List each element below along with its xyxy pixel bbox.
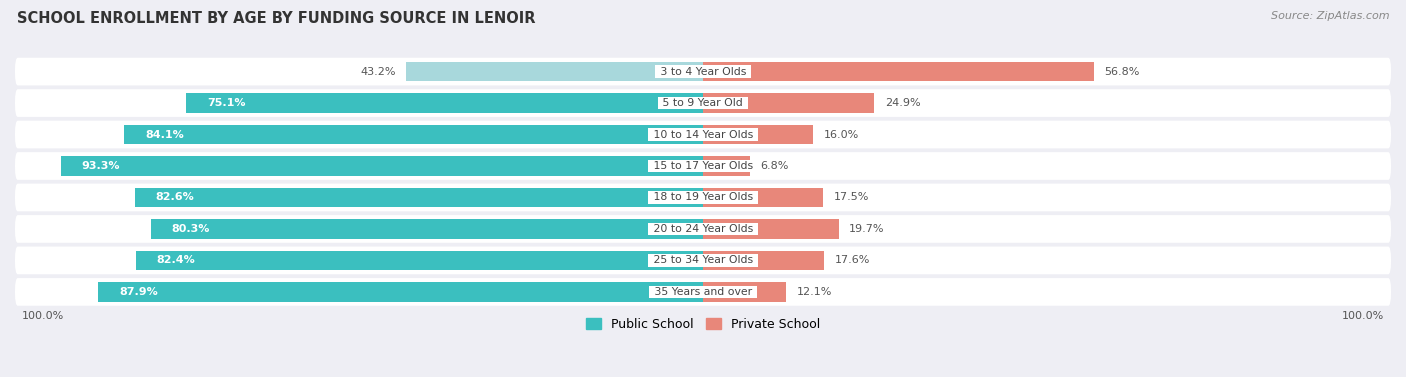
Text: 20 to 24 Year Olds: 20 to 24 Year Olds	[650, 224, 756, 234]
Text: 100.0%: 100.0%	[1341, 311, 1384, 322]
Bar	[703, 219, 838, 239]
Text: 17.5%: 17.5%	[834, 193, 869, 202]
Text: Source: ZipAtlas.com: Source: ZipAtlas.com	[1271, 11, 1389, 21]
Bar	[703, 62, 1094, 81]
Text: 100.0%: 100.0%	[22, 311, 65, 322]
FancyBboxPatch shape	[15, 121, 1391, 149]
Bar	[703, 282, 786, 302]
Bar	[703, 251, 824, 270]
Text: SCHOOL ENROLLMENT BY AGE BY FUNDING SOURCE IN LENOIR: SCHOOL ENROLLMENT BY AGE BY FUNDING SOUR…	[17, 11, 536, 26]
Bar	[135, 188, 703, 207]
Text: 87.9%: 87.9%	[120, 287, 157, 297]
FancyBboxPatch shape	[15, 278, 1391, 306]
Text: 56.8%: 56.8%	[1104, 67, 1139, 77]
Text: 82.4%: 82.4%	[156, 256, 195, 265]
Bar	[703, 93, 875, 113]
Text: 24.9%: 24.9%	[884, 98, 921, 108]
FancyBboxPatch shape	[15, 89, 1391, 117]
Text: 25 to 34 Year Olds: 25 to 34 Year Olds	[650, 256, 756, 265]
Text: 12.1%: 12.1%	[797, 287, 832, 297]
FancyBboxPatch shape	[15, 215, 1391, 243]
Text: 16.0%: 16.0%	[824, 130, 859, 139]
Text: 75.1%: 75.1%	[207, 98, 246, 108]
Text: 10 to 14 Year Olds: 10 to 14 Year Olds	[650, 130, 756, 139]
Text: 17.6%: 17.6%	[834, 256, 870, 265]
Text: 3 to 4 Year Olds: 3 to 4 Year Olds	[657, 67, 749, 77]
Bar	[124, 125, 703, 144]
FancyBboxPatch shape	[15, 152, 1391, 180]
FancyBboxPatch shape	[15, 247, 1391, 274]
Text: 84.1%: 84.1%	[145, 130, 184, 139]
Bar	[187, 93, 703, 113]
Bar	[703, 125, 813, 144]
FancyBboxPatch shape	[15, 184, 1391, 211]
Bar	[703, 156, 749, 176]
Text: 80.3%: 80.3%	[172, 224, 209, 234]
Text: 18 to 19 Year Olds: 18 to 19 Year Olds	[650, 193, 756, 202]
Bar	[406, 62, 703, 81]
Text: 43.2%: 43.2%	[360, 67, 395, 77]
Text: 5 to 9 Year Old: 5 to 9 Year Old	[659, 98, 747, 108]
Text: 93.3%: 93.3%	[82, 161, 121, 171]
Bar	[150, 219, 703, 239]
Text: 15 to 17 Year Olds: 15 to 17 Year Olds	[650, 161, 756, 171]
Legend: Public School, Private School: Public School, Private School	[581, 313, 825, 336]
Bar	[703, 188, 824, 207]
FancyBboxPatch shape	[15, 58, 1391, 86]
Bar	[136, 251, 703, 270]
Text: 35 Years and over: 35 Years and over	[651, 287, 755, 297]
Text: 19.7%: 19.7%	[849, 224, 884, 234]
Bar	[60, 156, 703, 176]
Text: 6.8%: 6.8%	[761, 161, 789, 171]
Text: 82.6%: 82.6%	[155, 193, 194, 202]
Bar	[98, 282, 703, 302]
